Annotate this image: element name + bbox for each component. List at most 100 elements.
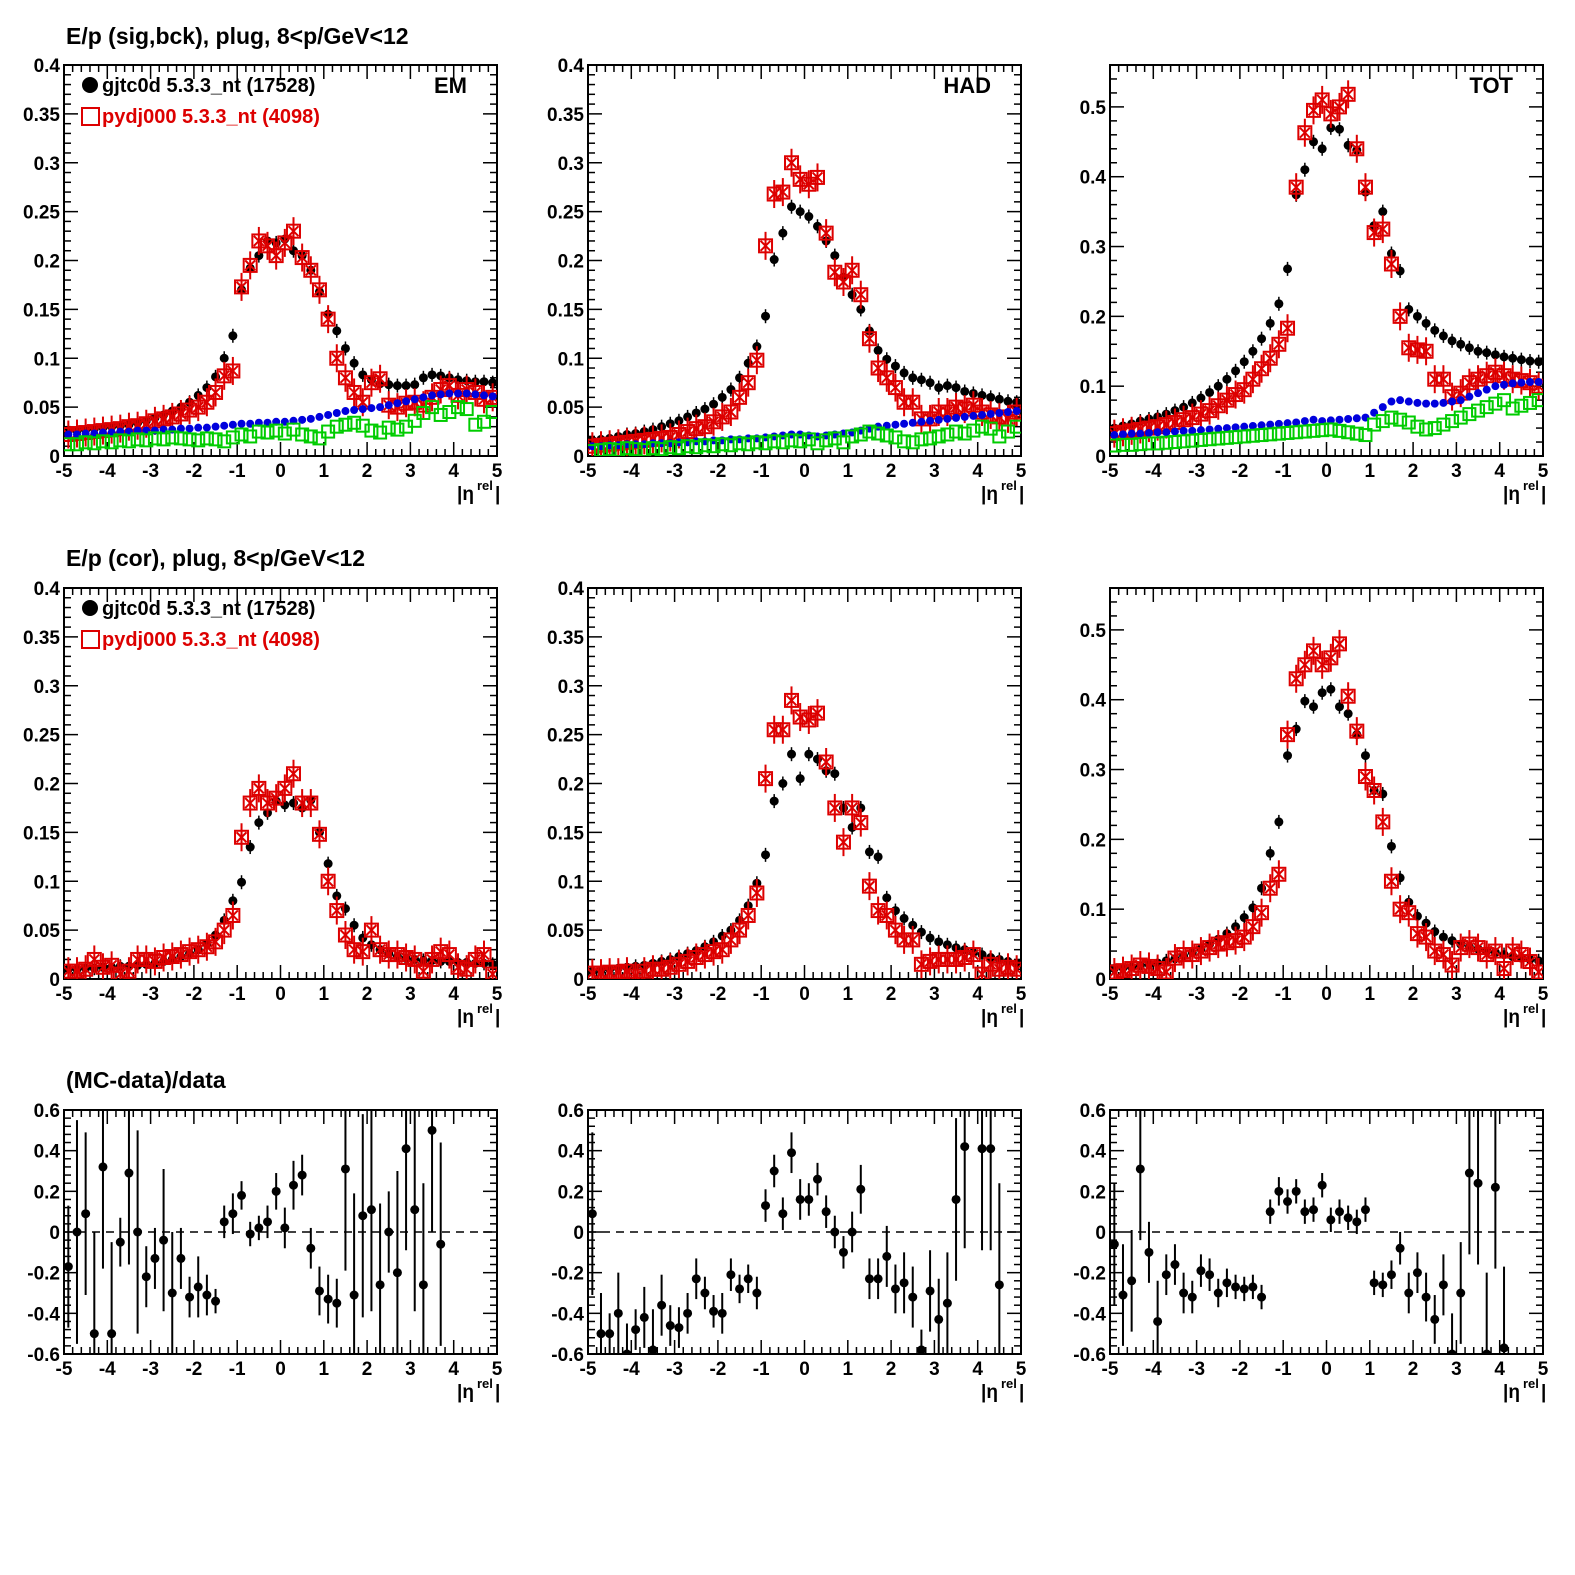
bkg-mc-point xyxy=(1237,429,1252,444)
mc-cross xyxy=(339,372,352,384)
data-point xyxy=(479,377,489,387)
mc-cross xyxy=(253,235,265,247)
mc-point xyxy=(363,922,379,938)
mc-point xyxy=(896,394,912,410)
ratio-point xyxy=(392,1268,402,1278)
x-axis-label-sup: rel xyxy=(1523,478,1539,493)
mc-point xyxy=(879,370,895,386)
mc-cross xyxy=(443,379,456,392)
mc-point xyxy=(602,964,618,979)
bkg-data-point xyxy=(1188,426,1197,435)
ratio-point xyxy=(1473,1178,1483,1188)
ratio-point xyxy=(665,1321,675,1331)
bkg-mc-point xyxy=(165,430,180,445)
x-tick-label: -2 xyxy=(1231,984,1248,1005)
mc-cross xyxy=(1359,770,1372,783)
bkg-mc-point xyxy=(654,442,669,456)
mc-point xyxy=(1306,643,1322,659)
x-axis-label-end: | xyxy=(495,1007,500,1028)
ratio-point xyxy=(1456,1288,1466,1298)
ratio-point xyxy=(1464,1168,1474,1178)
mc-point xyxy=(346,384,362,400)
y-tick-label: 0.25 xyxy=(23,726,60,747)
mc-point xyxy=(870,903,886,919)
legend-label: pydj000 5.3.3_nt (4098) xyxy=(102,106,320,128)
bkg-mc-point xyxy=(251,424,266,439)
mc-point xyxy=(740,375,756,391)
bkg-data-point xyxy=(393,399,402,408)
mc-point xyxy=(905,394,921,410)
mc-point xyxy=(861,331,877,347)
mc-point xyxy=(1340,86,1356,102)
mc-point xyxy=(1375,814,1391,830)
bkg-mc-point xyxy=(602,442,617,456)
ratio-point xyxy=(700,1288,710,1298)
x-tick-label: 0 xyxy=(275,984,286,1005)
mc-cross xyxy=(1169,952,1181,964)
x-axis-label: |η xyxy=(457,484,474,505)
mc-point xyxy=(311,826,327,842)
mc-cross xyxy=(612,966,625,978)
mc-cross xyxy=(1307,645,1320,657)
mc-point xyxy=(216,922,232,938)
data-point xyxy=(237,877,247,887)
x-tick-label: 0 xyxy=(275,1359,286,1380)
bkg-mc-point xyxy=(619,441,634,456)
mc-cross xyxy=(1385,258,1398,270)
mc-point xyxy=(329,350,345,366)
bkg-mc-point xyxy=(914,432,929,447)
mc-cross xyxy=(218,924,230,936)
bkg-data-point xyxy=(1170,427,1179,436)
ratio-point xyxy=(237,1190,247,1200)
ratio-point xyxy=(951,1194,961,1204)
x-axis-label-end: | xyxy=(1019,1382,1024,1403)
mc-cross xyxy=(1281,728,1294,741)
ratio-point xyxy=(1196,1266,1206,1276)
data-point xyxy=(864,847,874,857)
bkg-mc-point xyxy=(451,400,466,415)
mc-point xyxy=(320,873,336,889)
ratio-point xyxy=(72,1227,82,1237)
mc-cross xyxy=(820,756,832,768)
bkg-mc-point xyxy=(1115,437,1130,452)
mc-cross xyxy=(1002,413,1014,425)
mc-point xyxy=(64,963,76,979)
x-tick-label: -4 xyxy=(99,984,116,1005)
bkg-mc-point xyxy=(749,435,764,450)
data-point xyxy=(1309,702,1319,712)
mc-cross xyxy=(1351,725,1363,737)
bkg-mc-point xyxy=(689,440,704,455)
bkg-data-point xyxy=(1326,416,1335,425)
bkg-mc-point xyxy=(139,433,154,448)
x-tick-label: 1 xyxy=(319,461,330,482)
x-tick-label: -2 xyxy=(709,461,726,482)
data-point xyxy=(1326,684,1336,694)
x-tick-label: 5 xyxy=(1016,984,1027,1005)
ratio-point xyxy=(838,1247,848,1257)
mc-point xyxy=(407,951,423,967)
mc-cross xyxy=(1342,690,1354,702)
data-point xyxy=(761,311,771,321)
ratio-point xyxy=(1135,1164,1145,1174)
panel-sigbck-em: -5 -4 -3 -2 -1 0 1 2 3 4 5 0 0.05 0.1 0.15 0.2 0.25 0.3 0.… xyxy=(23,56,503,505)
data-point xyxy=(254,818,264,828)
y-tick-label: 0.3 xyxy=(34,677,60,698)
x-tick-label: 4 xyxy=(1494,1359,1505,1380)
mc-cross xyxy=(166,950,178,963)
bkg-data-point xyxy=(1240,422,1249,431)
data-point xyxy=(787,749,797,759)
bkg-mc-point xyxy=(793,434,808,449)
bkg-data-point xyxy=(1344,414,1353,423)
bkg-mc-point xyxy=(1488,396,1503,411)
mc-cross xyxy=(829,266,841,278)
bkg-mc-point xyxy=(845,429,860,444)
bkg-mc-point xyxy=(853,427,868,442)
ratio-point xyxy=(159,1235,169,1245)
bkg-mc-point xyxy=(64,437,76,452)
mc-cross xyxy=(855,816,867,829)
mc-cross xyxy=(1195,945,1207,957)
bkg-mc-point xyxy=(130,432,145,447)
bkg-mc-point xyxy=(801,432,816,447)
ratio-point xyxy=(1127,1276,1137,1286)
mc-cross xyxy=(863,880,876,892)
